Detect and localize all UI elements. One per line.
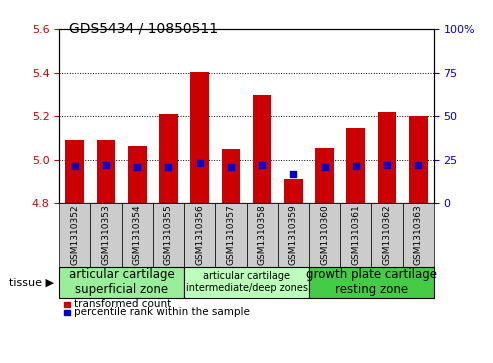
Bar (246, 203, 278, 267)
Text: percentile rank within the sample: percentile rank within the sample (74, 307, 250, 317)
Bar (64, 302, 70, 307)
Bar (184, 267, 309, 298)
Text: articular cartilage
superficial zone: articular cartilage superficial zone (69, 268, 175, 296)
Text: growth plate cartilage
resting zone: growth plate cartilage resting zone (306, 268, 437, 296)
Text: GSM1310360: GSM1310360 (320, 205, 329, 265)
Bar (153, 203, 184, 267)
Bar (278, 203, 309, 267)
Bar (253, 95, 272, 203)
Bar (59, 267, 184, 298)
Point (352, 163, 360, 169)
Point (383, 162, 391, 168)
Text: GSM1310355: GSM1310355 (164, 205, 173, 265)
Text: GSM1310361: GSM1310361 (352, 205, 360, 265)
Text: GSM1310356: GSM1310356 (195, 205, 204, 265)
Text: GSM1310359: GSM1310359 (289, 205, 298, 265)
Point (227, 164, 235, 170)
Text: GSM1310362: GSM1310362 (383, 205, 391, 265)
Text: GSM1310358: GSM1310358 (258, 205, 267, 265)
Bar (371, 203, 403, 267)
Text: GSM1310353: GSM1310353 (102, 205, 110, 265)
Bar (378, 112, 396, 203)
Point (289, 171, 297, 177)
Bar (97, 140, 115, 203)
Point (320, 164, 328, 170)
Bar (309, 203, 340, 267)
Bar (315, 148, 334, 203)
Bar (184, 203, 215, 267)
Text: tissue ▶: tissue ▶ (9, 277, 54, 287)
Bar (128, 146, 146, 203)
Bar (221, 149, 240, 203)
Bar (340, 203, 371, 267)
Bar (122, 203, 153, 267)
Bar (309, 267, 434, 298)
Bar (190, 72, 209, 203)
Point (165, 164, 173, 170)
Bar (66, 140, 84, 203)
Point (133, 164, 141, 170)
Text: GSM1310352: GSM1310352 (70, 205, 79, 265)
Bar (159, 114, 178, 203)
Text: GDS5434 / 10850511: GDS5434 / 10850511 (69, 22, 218, 36)
Bar (347, 128, 365, 203)
Point (258, 162, 266, 168)
Text: articular cartilage
intermediate/deep zones: articular cartilage intermediate/deep zo… (185, 272, 308, 293)
Bar (59, 203, 90, 267)
Bar (90, 203, 122, 267)
Text: GSM1310357: GSM1310357 (226, 205, 235, 265)
Text: GSM1310363: GSM1310363 (414, 205, 423, 265)
Point (102, 162, 110, 168)
Point (71, 163, 79, 169)
Point (414, 162, 422, 168)
Text: GSM1310354: GSM1310354 (133, 205, 141, 265)
Bar (403, 203, 434, 267)
Bar (64, 310, 70, 315)
Text: transformed count: transformed count (74, 299, 172, 309)
Point (196, 160, 204, 166)
Bar (409, 116, 427, 203)
Bar (215, 203, 246, 267)
Bar (284, 179, 303, 203)
